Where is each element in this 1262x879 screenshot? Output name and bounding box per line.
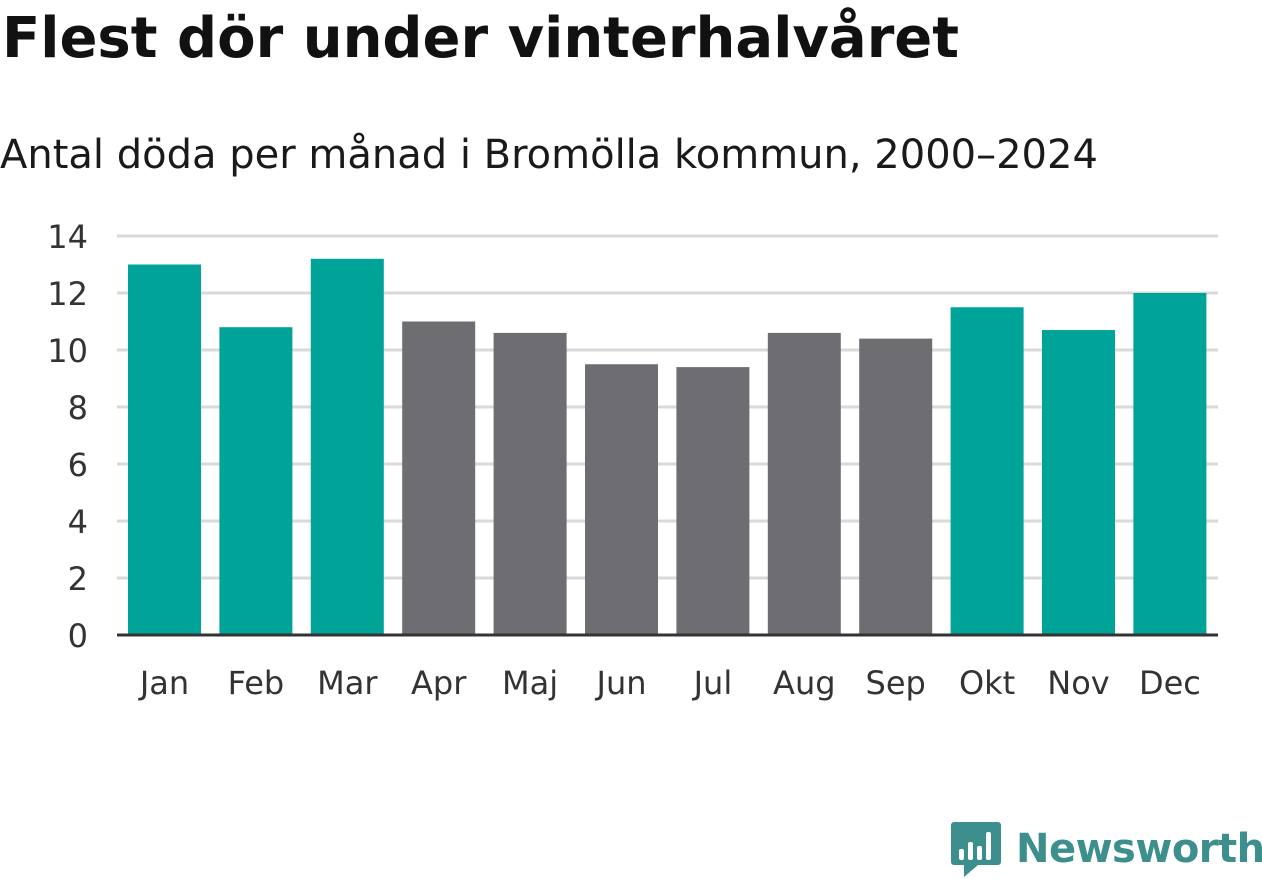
x-axis-ticks: Jan Feb Mar Apr Maj Jun Jul Aug Sep Okt Nov Dec [138,664,1201,702]
bar-feb [219,327,293,635]
y-tick-label: 2 [68,560,88,598]
x-tick-label: Nov [1047,664,1109,702]
gridlines [117,234,1218,580]
x-tick-label: Okt [959,664,1015,702]
y-tick-label: 8 [68,389,88,427]
x-tick-label: Feb [228,664,285,702]
bar-jun [585,364,658,635]
x-tick-label: Sep [866,664,926,702]
brand-name: Newsworthy [1016,826,1262,872]
chart-subtitle: Antal döda per månad i Bromölla kommun, … [0,132,1098,178]
bar-jan [128,264,201,635]
y-tick-label: 12 [47,275,88,313]
bar-okt [950,307,1024,635]
x-tick-label: Apr [411,664,467,702]
y-tick-label: 4 [68,503,88,541]
y-tick-label: 10 [47,332,88,370]
x-tick-label: Maj [502,664,558,702]
bars [128,258,1207,635]
bar-dec [1133,293,1207,635]
y-axis-ticks: 0 2 4 6 8 10 12 14 [47,218,88,655]
bar-aug [767,332,841,635]
newsworthy-logo-icon [951,822,1001,877]
y-tick-label: 14 [47,218,88,256]
bar-apr [402,321,476,635]
newsworthy-logo: Newsworthy [950,820,1262,878]
x-tick-label: Aug [773,664,835,702]
y-tick-label: 6 [68,446,88,484]
bar-jul [676,367,750,635]
x-tick-label: Jun [595,664,647,702]
x-tick-label: Jan [138,664,189,702]
bar-mar [310,258,384,635]
x-tick-label: Dec [1139,664,1201,702]
y-tick-label: 0 [68,617,88,655]
bar-sep [859,338,933,635]
x-tick-label: Jul [692,664,733,702]
bar-nov [1042,330,1115,635]
chart-title: Flest dör under vinterhalvåret [2,6,960,71]
x-tick-label: Mar [317,664,378,702]
bar-maj [493,332,567,635]
